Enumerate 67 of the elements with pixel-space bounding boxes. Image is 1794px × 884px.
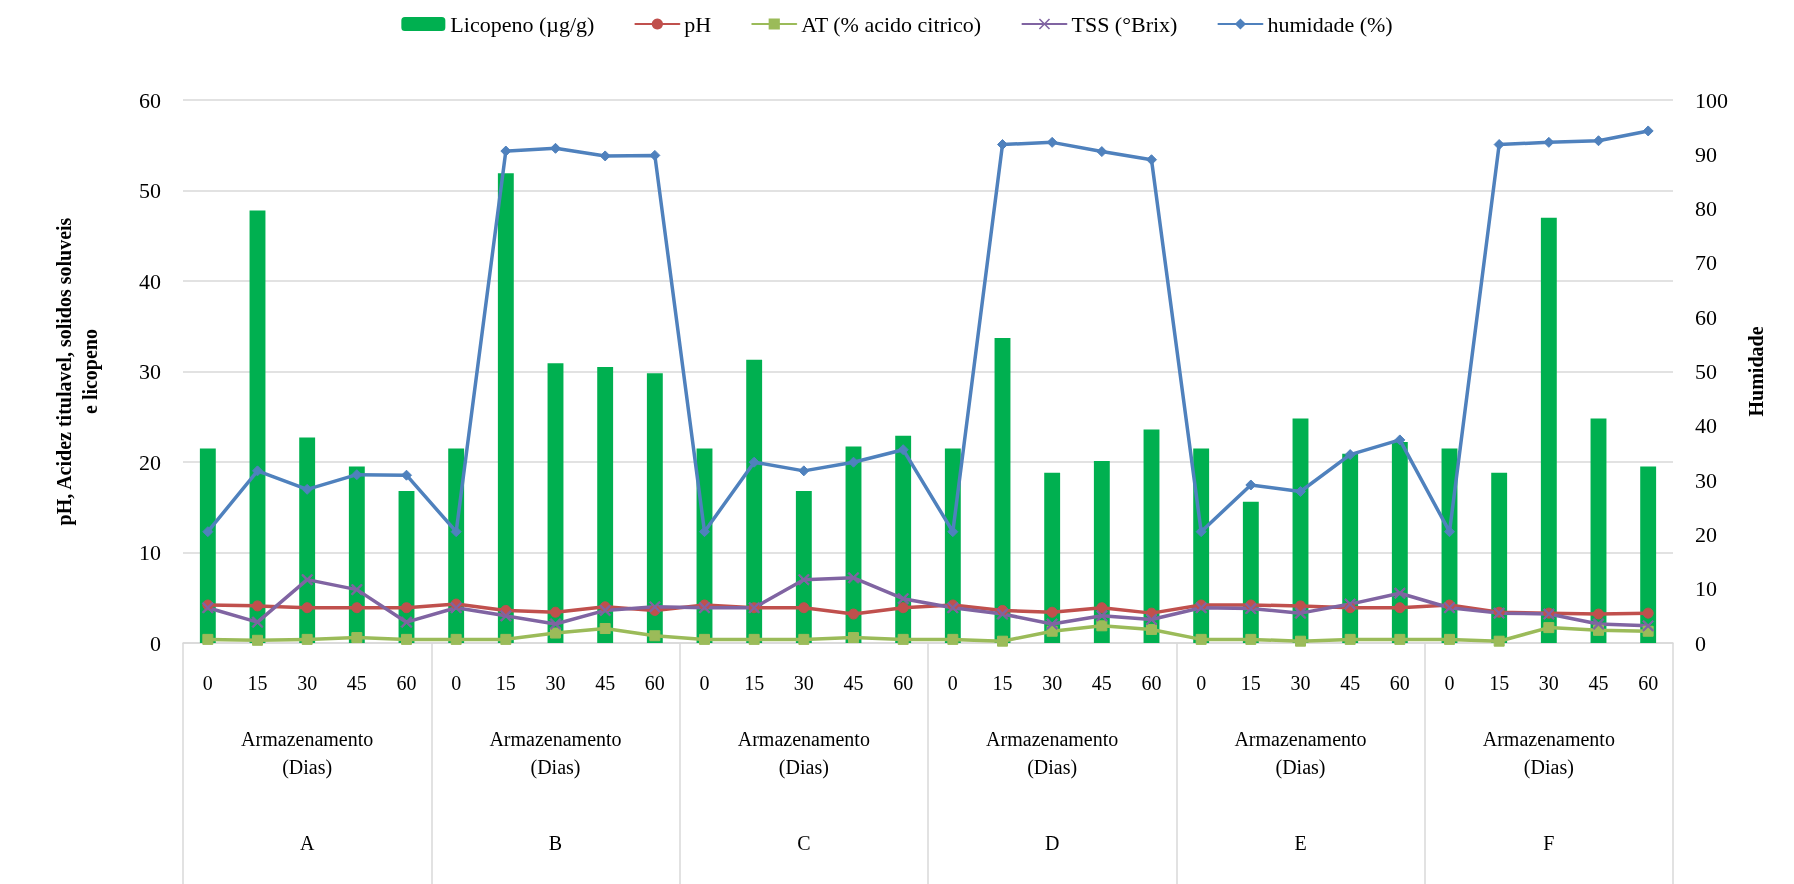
text: Armazenamento (Dias) — [986, 728, 1119, 779]
y2-tick-label: 40 — [1695, 413, 1717, 439]
x-tick-label: 60 — [1638, 672, 1659, 694]
y2-tick-label: 20 — [1695, 521, 1717, 547]
text: Armazenamento (Dias) — [489, 728, 622, 779]
text: Armazenamento (Dias) — [1482, 728, 1615, 779]
y2-tick-label: 60 — [1695, 304, 1717, 330]
x-tick-label: 0 — [1444, 672, 1455, 694]
y2-tick-label: 70 — [1695, 250, 1717, 276]
x-tick-label: 30 — [1538, 672, 1559, 694]
text: Armazenamento (Dias) — [241, 728, 374, 779]
x-tick-label: 45 — [595, 672, 616, 694]
x-tick-label: 15 — [495, 672, 516, 694]
x-tick-label: 0 — [947, 672, 958, 694]
x-tick-label: 30 — [1042, 672, 1063, 694]
y2-tick-label: 30 — [1695, 467, 1717, 493]
legend-label: AT (% acido citrico) — [801, 11, 982, 37]
y-tick-label: 50 — [139, 178, 161, 203]
x-tick-label: 45 — [1588, 672, 1609, 694]
x-tick-label: 60 — [893, 672, 914, 694]
legend-label: TSS (°Brix) — [1071, 11, 1178, 37]
x-tick-label: 60 — [1389, 672, 1410, 694]
legend-label: Licopeno (µg/g) — [450, 11, 595, 37]
y-tick-label: 20 — [139, 449, 161, 475]
x-tick-label: 0 — [202, 672, 213, 694]
text: A — [299, 832, 315, 854]
legend-label: pH — [684, 11, 712, 37]
text: B — [548, 832, 563, 854]
x-tick-label: 45 — [1340, 672, 1361, 694]
x-tick-label: 15 — [1489, 672, 1510, 694]
x-tick-label: 60 — [644, 672, 665, 694]
text: Armazenamento (Dias) — [737, 728, 870, 779]
y2-tick-label: 10 — [1695, 576, 1717, 602]
x-tick-label: 15 — [992, 672, 1013, 694]
x-tick-label: 45 — [346, 672, 367, 694]
y-tick-label: 10 — [139, 540, 161, 565]
x-tick-label: 30 — [297, 672, 318, 694]
x-tick-label: 0 — [1196, 672, 1207, 694]
y2-tick-label: 0 — [1695, 630, 1706, 656]
x-tick-label: 15 — [744, 672, 765, 694]
x-tick-label: 0 — [451, 672, 462, 694]
y2-tick-label: 90 — [1695, 141, 1717, 167]
x-tick-label: 30 — [1290, 672, 1311, 694]
y2-tick-label: 50 — [1695, 359, 1717, 384]
x-tick-label: 60 — [396, 672, 417, 694]
x-tick-label: 45 — [843, 672, 864, 694]
x-tick-label: 30 — [545, 672, 566, 694]
y2-axis-title: Humidade — [1745, 326, 1767, 417]
text: F — [1543, 832, 1555, 854]
y-axis-title: pH, Acidez titulavel, solidos soluveis e licopeno — [53, 217, 102, 526]
x-tick-label: 30 — [793, 672, 814, 694]
text: C — [797, 832, 811, 854]
legend-label: humidade (%) — [1267, 11, 1393, 37]
x-tick-label: 15 — [247, 672, 268, 694]
y-tick-label: 60 — [139, 87, 161, 113]
y2-tick-label: 100 — [1695, 87, 1728, 113]
y2-tick-label: 80 — [1695, 196, 1717, 222]
x-tick-label: 45 — [1091, 672, 1112, 694]
y-tick-label: 30 — [139, 359, 161, 384]
y-tick-label: 0 — [150, 630, 161, 656]
x-tick-label: 15 — [1240, 672, 1261, 694]
text: Armazenamento (Dias) — [1234, 728, 1367, 779]
x-tick-label: 0 — [699, 672, 710, 694]
y-tick-label: 40 — [139, 268, 161, 294]
text: D — [1044, 832, 1060, 854]
text: E — [1294, 832, 1307, 854]
x-tick-label: 60 — [1141, 672, 1162, 694]
